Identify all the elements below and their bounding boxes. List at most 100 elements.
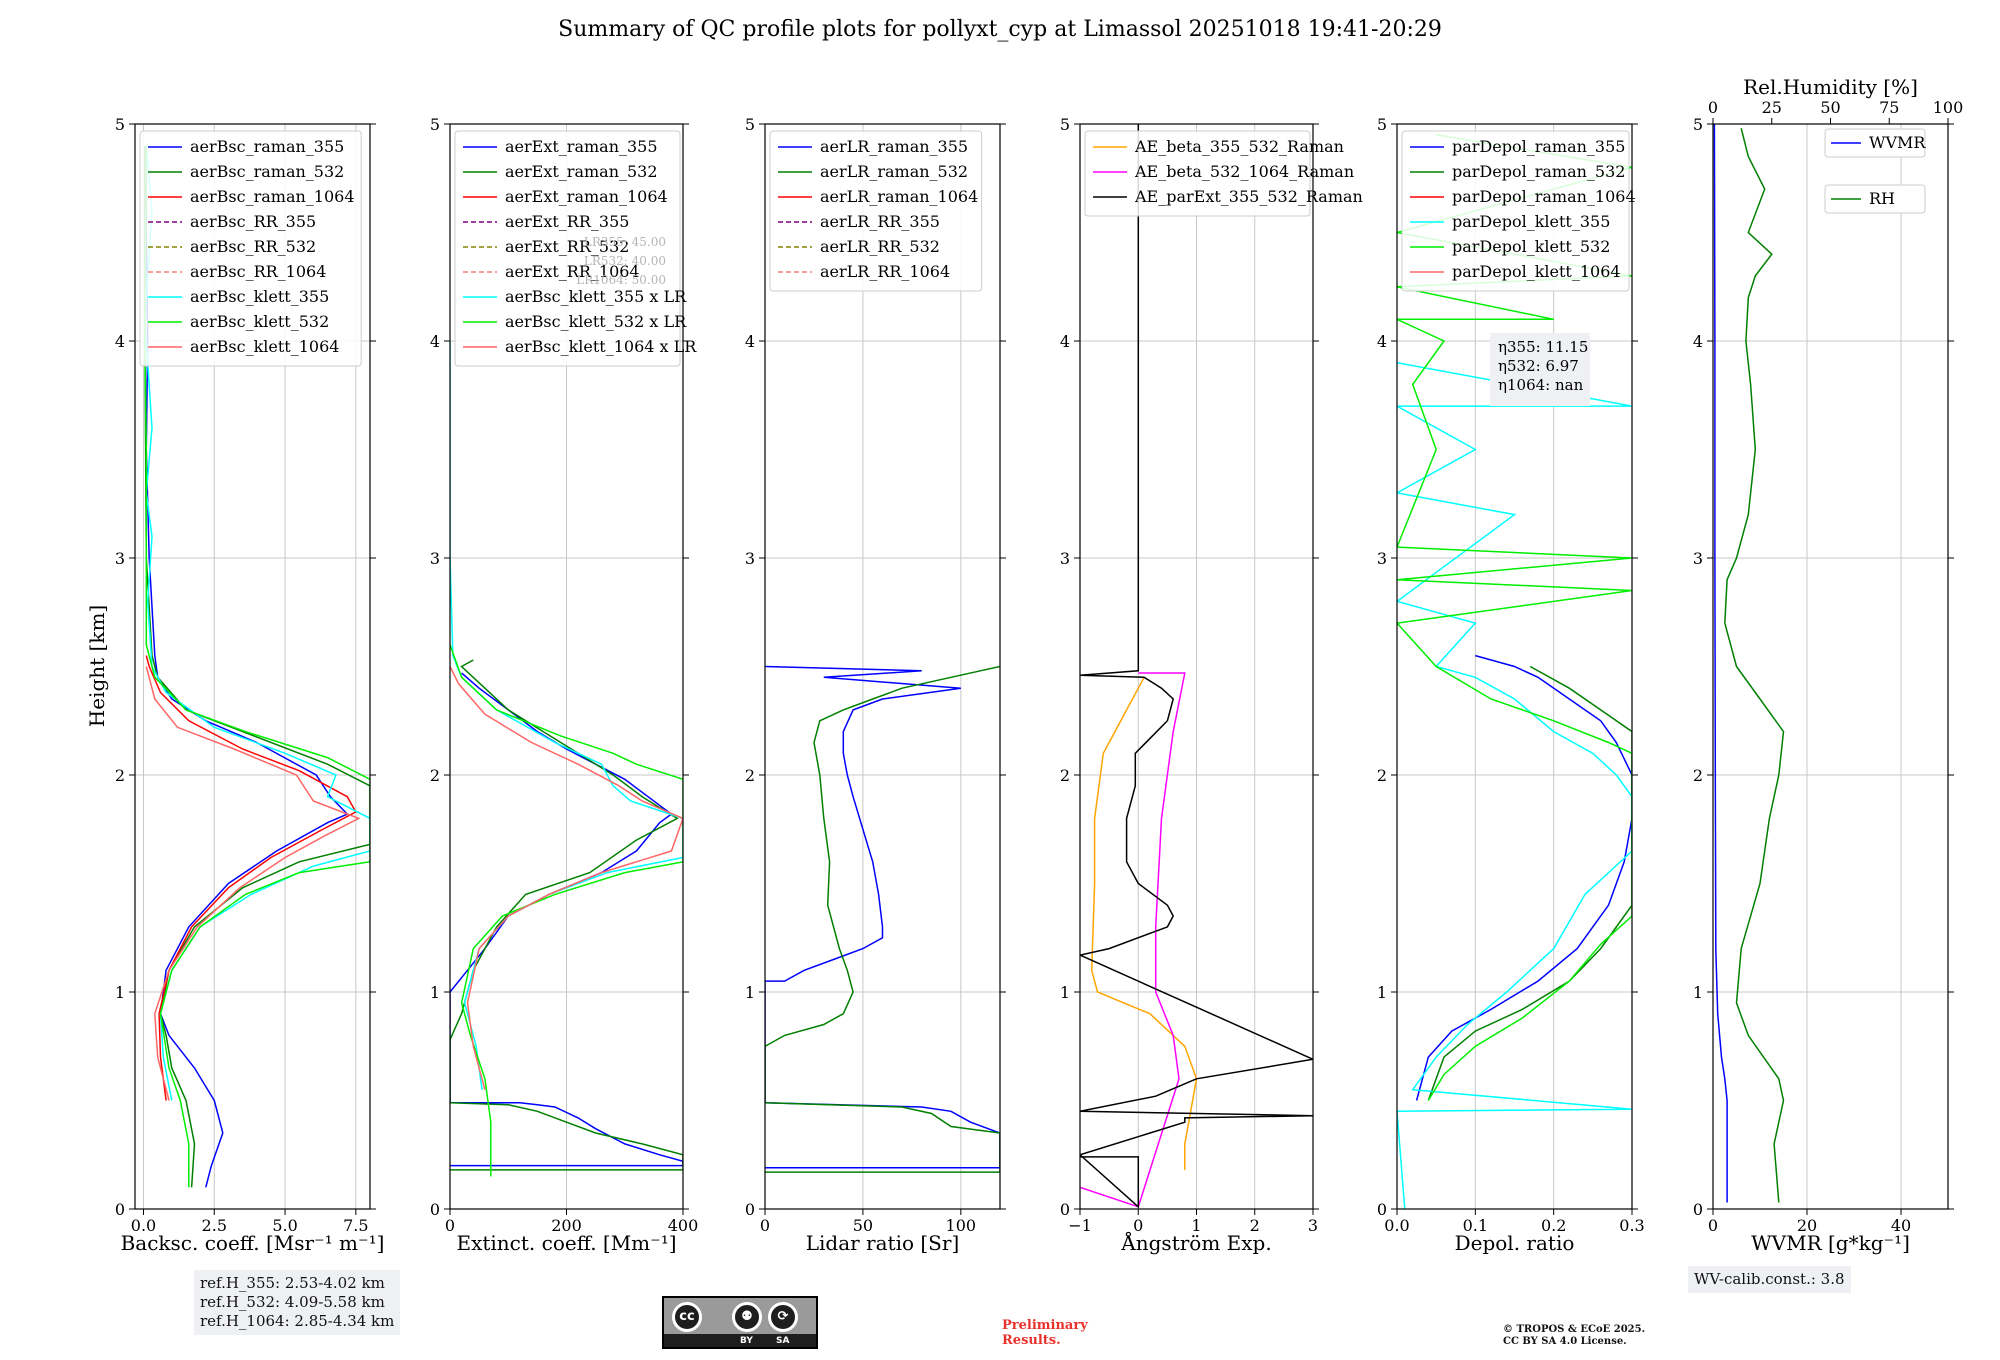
- legend-box-0: [1824, 128, 1926, 158]
- y-tick-label-1: 1: [745, 983, 755, 1002]
- lr-note-line-2: LR1064: 50.00: [576, 273, 666, 287]
- cc-badge-band: [664, 1334, 816, 1347]
- y-tick-label-4: 4: [430, 332, 440, 351]
- y-tick-label-5: 5: [430, 115, 440, 134]
- y-tick-label-1: 1: [1060, 983, 1070, 1002]
- legend-label-3: aerExt_RR_355: [505, 212, 629, 231]
- x-tick-label-3: 2: [1250, 1216, 1260, 1235]
- x-tick-label-2: 400: [668, 1216, 699, 1235]
- series-line-0: [1090, 676, 1198, 1170]
- lr-note: LR355: 45.00 LR532: 40.00 LR1064: 50.00: [576, 235, 666, 287]
- x-tick-label-0: 0: [760, 1216, 770, 1235]
- x-axis-label: Ångström Exp.: [1120, 1230, 1271, 1255]
- y-tick-label-1: 1: [115, 983, 125, 1002]
- x-axis-label: WVMR [g*kg⁻¹]: [1751, 1231, 1910, 1255]
- x-tick-label-1: 200: [551, 1216, 582, 1235]
- y-tick-label-4: 4: [1060, 332, 1070, 351]
- y-tick-label-2: 2: [1377, 766, 1387, 785]
- legend-label-1: aerLR_raman_532: [820, 162, 968, 181]
- lr-note-line-1: LR532: 40.00: [584, 254, 666, 268]
- series-line-8: [450, 666, 683, 1090]
- y-tick-label-4: 4: [1693, 332, 1703, 351]
- series-line-0: [765, 665, 1000, 1169]
- y-tick-label-5: 5: [115, 115, 125, 134]
- y-tick-label-3: 3: [115, 549, 125, 568]
- x2-tick-label-2: 50: [1820, 98, 1840, 117]
- y-tick-label-5: 5: [1060, 115, 1070, 134]
- x-tick-label-3: 0.3: [1619, 1216, 1644, 1235]
- y-tick-label-0: 0: [115, 1200, 125, 1219]
- legend-label-0: aerExt_raman_355: [505, 137, 658, 156]
- legend-label-1: RH: [1869, 189, 1895, 208]
- legend-label-2: AE_parExt_355_532_Raman: [1134, 187, 1363, 206]
- x-tick-label-1: 20: [1797, 1216, 1817, 1235]
- legend-label-6: aerBsc_klett_355: [190, 287, 329, 306]
- panel-lidar-ratio: 0 50 100 0 1 2 3 4 5 Lidar ratio [Sr] aerLR_raman_…: [745, 115, 1006, 1255]
- legend-label-2: aerBsc_raman_1064: [190, 187, 355, 206]
- legend-label-1: AE_beta_532_1064_Raman: [1134, 162, 1354, 181]
- y-tick-label-0: 0: [1377, 1200, 1387, 1219]
- axes-frame: [1396, 123, 1633, 1210]
- series-line-7: [144, 145, 370, 1188]
- panel-depol: 0.0 0.1 0.2 0.3 0 1 2 3 4 5 Depol. ratio parDepol_r…: [1377, 115, 1645, 1255]
- eta-box-bg: [1490, 333, 1590, 406]
- x-axis-label: Depol. ratio: [1455, 1231, 1575, 1255]
- eta-line-1: η532: 6.97: [1498, 357, 1579, 375]
- x-tick-label-0: 0: [1708, 1216, 1718, 1235]
- axes-frame: [1712, 123, 1949, 1210]
- cc-license-badge: cc ⚉ ⟳ BY SA: [662, 1296, 818, 1349]
- legend-label-3: aerLR_RR_355: [820, 212, 940, 231]
- legend-label-2: aerExt_raman_1064: [505, 187, 668, 206]
- y-tick-label-0: 0: [745, 1200, 755, 1219]
- cc-by-label: BY: [740, 1336, 753, 1346]
- x-axis-label: Backsc. coeff. [Msr⁻¹ m⁻¹]: [121, 1231, 385, 1255]
- y-tick-label-3: 3: [1377, 549, 1387, 568]
- ref-height-1064: ref.H_1064: 2.85-4.34 km: [200, 1312, 395, 1330]
- cc-sa-label: SA: [776, 1336, 790, 1346]
- cc-icon: cc: [672, 1302, 702, 1332]
- x-axis-label: Lidar ratio [Sr]: [806, 1231, 960, 1255]
- by-icon: ⚉: [732, 1302, 762, 1332]
- x-tick-label-1: 0.1: [1463, 1216, 1488, 1235]
- x-tick-label-1: 0: [1133, 1216, 1143, 1235]
- reference-height-box: ref.H_355: 2.53-4.02 km ref.H_532: 4.09-…: [194, 1270, 401, 1335]
- y-tick-label-5: 5: [745, 115, 755, 134]
- legend-label-4: aerExt_RR_532: [505, 237, 629, 256]
- legend-label-4: aerBsc_RR_532: [190, 237, 316, 256]
- panel-extinction: 0 200 400 0 1 2 3 4 5 Extinct. coeff. [Mm⁻¹] aerEx…: [430, 115, 698, 1255]
- figure-title: Summary of QC profile plots for pollyxt_…: [558, 17, 1442, 42]
- series-line-1: [144, 145, 370, 1188]
- y-tick-label-0: 0: [430, 1200, 440, 1219]
- y-tick-label-5: 5: [1693, 115, 1703, 134]
- y-tick-label-2: 2: [115, 766, 125, 785]
- series-line-8: [145, 666, 361, 1101]
- y-tick-label-2: 2: [430, 766, 440, 785]
- series-line-0: [1713, 124, 1728, 1203]
- legend-label-0: AE_beta_355_532_Raman: [1134, 137, 1344, 156]
- legend-label-2: aerLR_raman_1064: [820, 187, 978, 206]
- y-tick-label-3: 3: [430, 549, 440, 568]
- copyright-line-1: © TROPOS & ECoE 2025.: [1503, 1324, 1646, 1335]
- legend-label-8: aerBsc_klett_1064 x LR: [505, 337, 697, 356]
- legend-label-0: aerLR_raman_355: [820, 137, 968, 156]
- legend-box: [1084, 130, 1311, 217]
- x-tick-label-4: 3: [1308, 1216, 1318, 1235]
- x-tick-label-2: 100: [946, 1216, 977, 1235]
- legend-label-0: aerBsc_raman_355: [190, 137, 344, 156]
- legend-box: [139, 130, 362, 367]
- legend-label-8: aerBsc_klett_1064: [190, 337, 339, 356]
- axes-frame: [134, 123, 371, 1210]
- legend-label-5: aerLR_RR_1064: [820, 262, 950, 281]
- legend-box: [454, 130, 681, 367]
- legend-label-1: parDepol_raman_532: [1452, 162, 1625, 181]
- y-tick-label-0: 0: [1060, 1200, 1070, 1219]
- legend-label-3: parDepol_klett_355: [1452, 212, 1610, 231]
- copyright-line-2: CC BY SA 4.0 License.: [1503, 1336, 1627, 1347]
- legend-box-1: [1824, 184, 1926, 214]
- y-tick-label-4: 4: [115, 332, 125, 351]
- y-tick-label-2: 2: [1060, 766, 1070, 785]
